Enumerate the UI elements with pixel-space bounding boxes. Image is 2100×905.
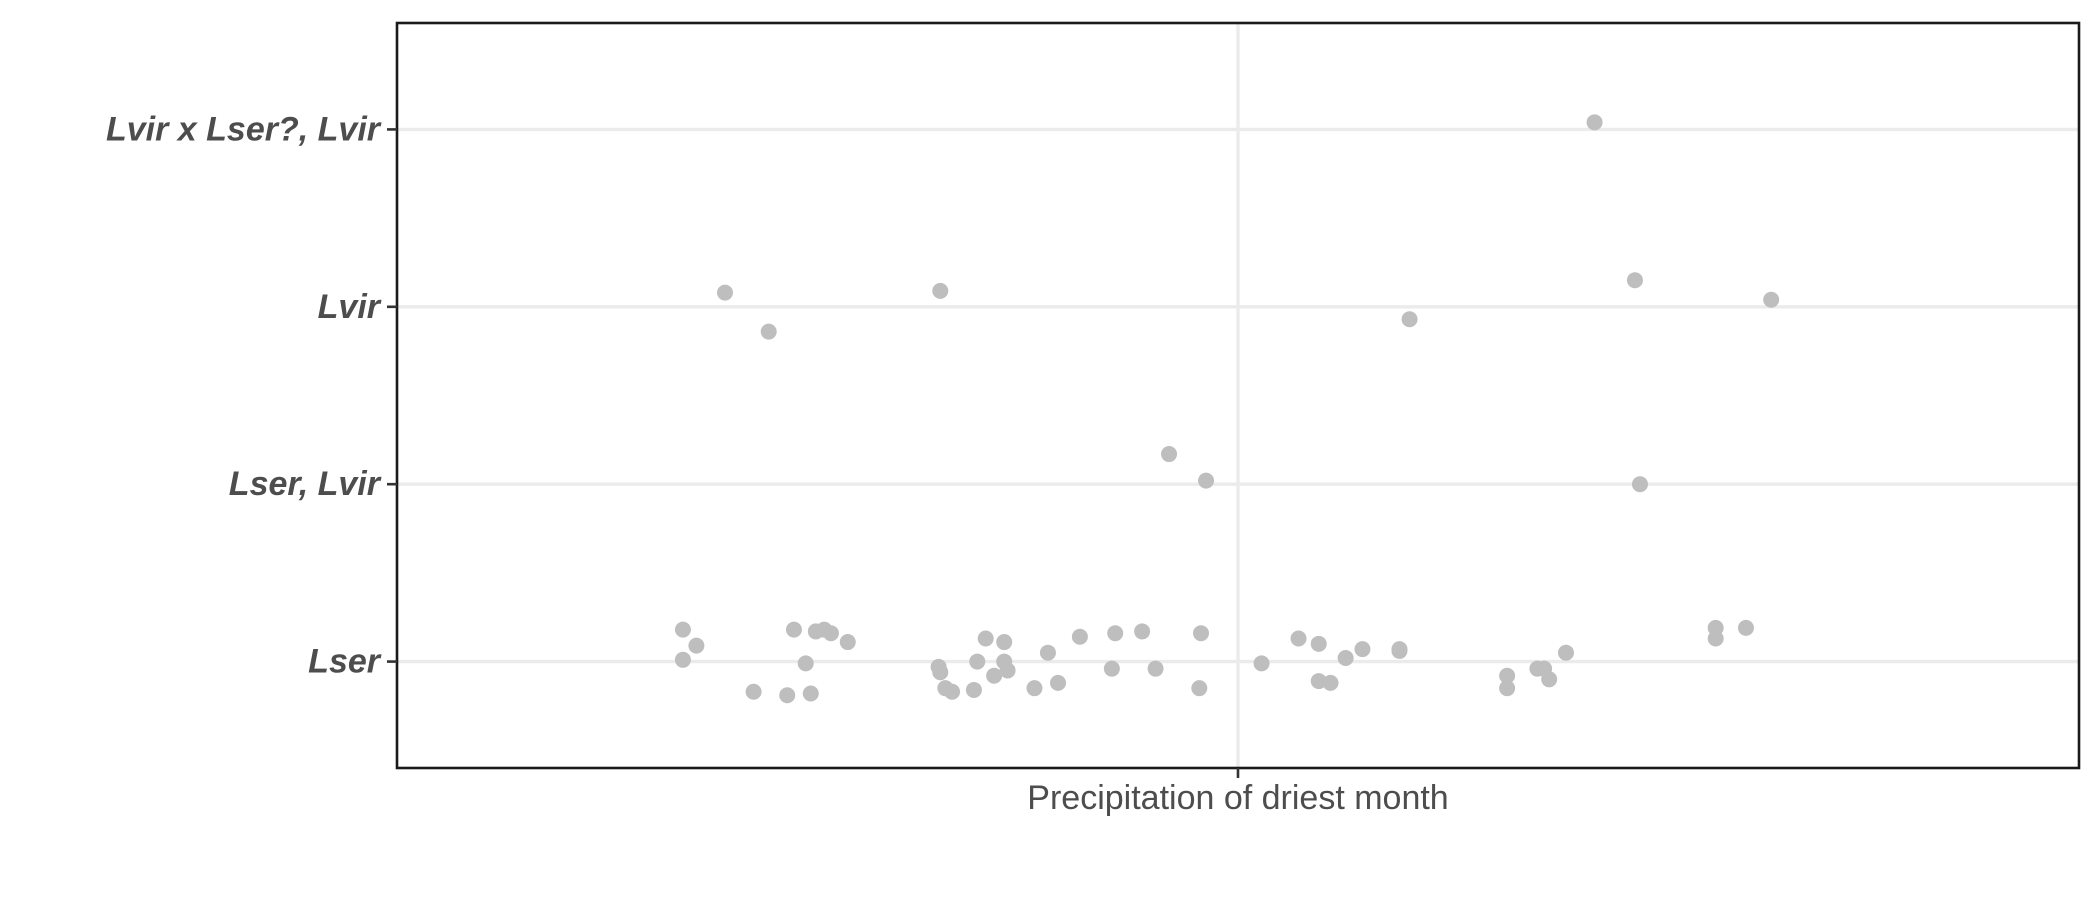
data-point: [1290, 630, 1307, 647]
data-point: [977, 630, 994, 647]
data-point: [1337, 650, 1354, 667]
data-point: [1134, 623, 1151, 640]
data-point: [944, 683, 961, 700]
data-point: [822, 625, 839, 642]
data-point: [760, 323, 777, 340]
data-point: [785, 621, 802, 638]
data-point: [674, 621, 691, 638]
data-point: [1557, 644, 1574, 661]
y-tick-label: Lvir x Lser?, Lvir: [106, 110, 382, 148]
data-point: [986, 667, 1003, 684]
y-tick-label: Lser: [308, 643, 382, 681]
data-point: [1499, 680, 1516, 697]
data-point: [688, 637, 705, 654]
data-point: [1586, 114, 1603, 131]
data-point: [1763, 291, 1780, 308]
data-point: [674, 651, 691, 668]
data-point: [996, 634, 1013, 651]
x-axis: Precipitation of driest month: [1027, 768, 1449, 817]
data-point: [1391, 642, 1408, 659]
data-point: [1147, 660, 1164, 677]
data-point: [716, 284, 733, 301]
data-point: [1737, 619, 1754, 636]
data-point: [1707, 619, 1724, 636]
data-point: [802, 685, 819, 702]
data-point: [1310, 635, 1327, 652]
data-point: [1071, 628, 1088, 645]
data-point: [1401, 311, 1418, 328]
data-point: [1499, 667, 1516, 684]
data-point: [932, 282, 949, 299]
data-point: [745, 683, 762, 700]
grid-layer: [397, 23, 2079, 768]
data-point: [1026, 680, 1043, 697]
data-point: [1626, 272, 1643, 289]
data-point: [1161, 446, 1178, 463]
data-point: [839, 634, 856, 651]
y-tick-label: Lvir: [318, 288, 382, 326]
data-point: [1198, 472, 1215, 489]
data-point: [1322, 674, 1339, 691]
data-point: [1541, 671, 1558, 688]
data-point: [1039, 644, 1056, 661]
data-point: [779, 687, 796, 704]
data-point: [1253, 655, 1270, 672]
data-point: [1192, 625, 1209, 642]
x-tick-label: Precipitation of driest month: [1027, 779, 1448, 817]
data-point: [965, 681, 982, 698]
data-point: [999, 662, 1016, 679]
data-point: [1050, 674, 1067, 691]
data-point: [1103, 660, 1120, 677]
points-layer: [674, 114, 1780, 704]
data-point: [932, 664, 949, 681]
data-point: [969, 653, 986, 670]
data-point: [1354, 641, 1371, 658]
data-point: [1107, 625, 1124, 642]
y-axis: Lser Lser, Lvir Lvir Lvir x Lser?, Lvir: [106, 110, 397, 681]
data-point: [797, 655, 814, 672]
data-point: [1631, 476, 1648, 493]
y-tick-label: Lser, Lvir: [229, 465, 382, 503]
data-point: [1310, 673, 1327, 690]
data-point: [1191, 680, 1208, 697]
